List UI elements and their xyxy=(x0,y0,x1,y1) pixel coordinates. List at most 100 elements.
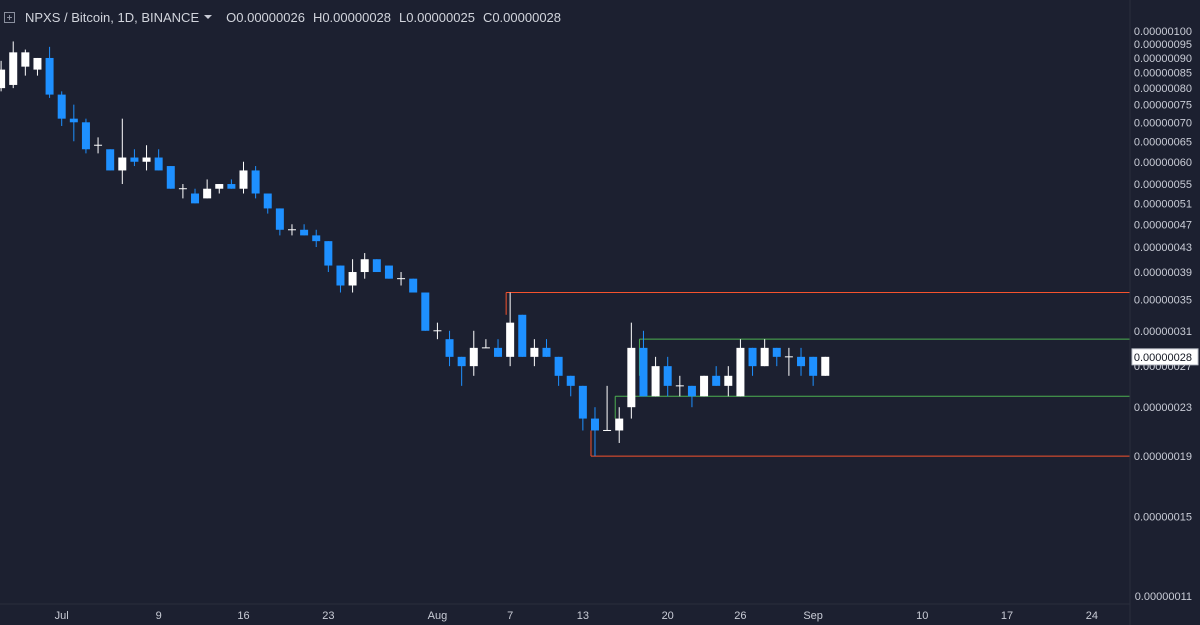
symbol-title[interactable]: NPXS / Bitcoin, 1D, BINANCE xyxy=(25,9,200,25)
candle-up xyxy=(530,347,539,357)
price-tick-label: 0.00000070 xyxy=(1134,117,1192,129)
candle-down xyxy=(494,347,503,357)
price-tick-label: 0.00000051 xyxy=(1134,198,1192,210)
candle-down xyxy=(166,166,175,189)
candle-down xyxy=(554,356,563,376)
candle-down xyxy=(809,356,818,376)
price-tick-label: 0.00000031 xyxy=(1134,326,1192,338)
candle-up xyxy=(736,347,745,397)
candle-down xyxy=(154,157,163,171)
candle-down xyxy=(251,170,260,194)
ohlc-low: L0.00000025 xyxy=(399,9,475,25)
candle-down xyxy=(57,94,66,119)
price-tick-label: 0.00000100 xyxy=(1134,26,1192,38)
price-tick-label: 0.00000060 xyxy=(1134,157,1192,169)
candle-up xyxy=(651,366,660,397)
candle-down xyxy=(797,356,806,367)
candle-down xyxy=(712,375,721,386)
time-tick-label: 26 xyxy=(734,610,746,622)
candle-down xyxy=(81,122,90,150)
time-tick-label: 7 xyxy=(507,610,513,622)
candles xyxy=(0,41,830,457)
time-tick-label: 9 xyxy=(156,610,162,622)
candle-down xyxy=(130,157,139,162)
time-tick-label: 24 xyxy=(1086,610,1098,622)
price-tick-label: 0.00000090 xyxy=(1134,53,1192,65)
candle-down xyxy=(227,184,236,189)
candle-down xyxy=(106,149,115,171)
price-tick-label: 0.00000023 xyxy=(1134,402,1192,414)
candle-down xyxy=(384,265,393,279)
time-tick-label: 17 xyxy=(1001,610,1013,622)
time-axis[interactable]: Jul 9 16 23 Aug 7 13 20 26 Sep 10 17 24 xyxy=(55,610,1098,622)
price-tick-label: 0.00000065 xyxy=(1134,136,1192,148)
price-tick-label: 0.00000035 xyxy=(1134,295,1192,307)
last-price-box xyxy=(1131,348,1199,366)
candle-up xyxy=(118,157,127,171)
candle-down xyxy=(45,57,54,95)
candle-down xyxy=(639,347,648,397)
candle-up xyxy=(33,57,42,70)
candle-up xyxy=(348,272,357,286)
candle-up xyxy=(627,347,636,408)
candle-up xyxy=(469,347,478,367)
price-tick-label: 0.00000011 xyxy=(1135,591,1192,603)
time-tick-label: Jul xyxy=(55,610,69,622)
candle-down xyxy=(748,347,757,367)
candle-down xyxy=(69,118,78,123)
candle-up xyxy=(821,356,830,376)
candle-up xyxy=(203,188,212,199)
candle-up xyxy=(239,170,248,189)
time-tick-label: Sep xyxy=(803,610,823,622)
candle-down xyxy=(421,292,430,331)
candle-down xyxy=(191,193,200,204)
price-tick-label: 0.00000047 xyxy=(1134,219,1192,231)
candle-down xyxy=(263,193,272,209)
price-tick-label: 0.00000039 xyxy=(1134,267,1192,279)
price-tick-label: 0.00000080 xyxy=(1134,83,1192,95)
candle-up xyxy=(700,375,709,397)
candle-up xyxy=(360,259,369,273)
last-price-label: 0.00000028 xyxy=(1131,348,1199,366)
candle-down xyxy=(566,375,575,386)
candle-up xyxy=(215,184,224,189)
ohlc-open: O0.00000026 xyxy=(226,9,305,25)
time-tick-label: 16 xyxy=(237,610,249,622)
candle-down xyxy=(336,265,345,286)
candle-down xyxy=(372,259,381,273)
candle-down xyxy=(663,366,672,386)
candle-down xyxy=(457,356,466,367)
price-tick-label: 0.00000075 xyxy=(1134,100,1192,112)
price-tick-label: 0.00000043 xyxy=(1134,242,1192,254)
candle-up xyxy=(724,375,733,386)
candle-down xyxy=(409,278,418,293)
candle-down xyxy=(324,241,333,266)
candle-up xyxy=(760,347,769,367)
ohlc-close: C0.00000028 xyxy=(482,9,562,25)
candle-down xyxy=(518,314,527,357)
candle-up xyxy=(142,157,151,162)
chevron-down-icon[interactable] xyxy=(204,15,213,19)
price-tick-label: 0.00000095 xyxy=(1134,39,1192,51)
candle-up xyxy=(506,322,515,357)
time-tick-label: 13 xyxy=(577,610,589,622)
candle-down xyxy=(772,347,781,357)
candle-down xyxy=(312,235,321,242)
candle-up xyxy=(615,418,624,431)
price-tick-label: 0.00000055 xyxy=(1134,179,1192,191)
candle-down xyxy=(578,385,587,419)
candle-down xyxy=(445,339,454,357)
candle-down xyxy=(275,208,284,230)
ohlc-high: H0.00000028 xyxy=(312,9,392,25)
time-tick-label: 10 xyxy=(916,610,928,622)
candle-up xyxy=(21,52,30,67)
time-tick-label: Aug xyxy=(428,610,448,622)
last-price-text: 0.00000028 xyxy=(1134,352,1192,364)
price-tick-label: 0.00000085 xyxy=(1134,68,1192,80)
drawn-levels xyxy=(505,292,1130,457)
candle-up xyxy=(9,52,18,85)
expand-icon[interactable] xyxy=(4,11,15,23)
candle-down xyxy=(687,385,696,397)
